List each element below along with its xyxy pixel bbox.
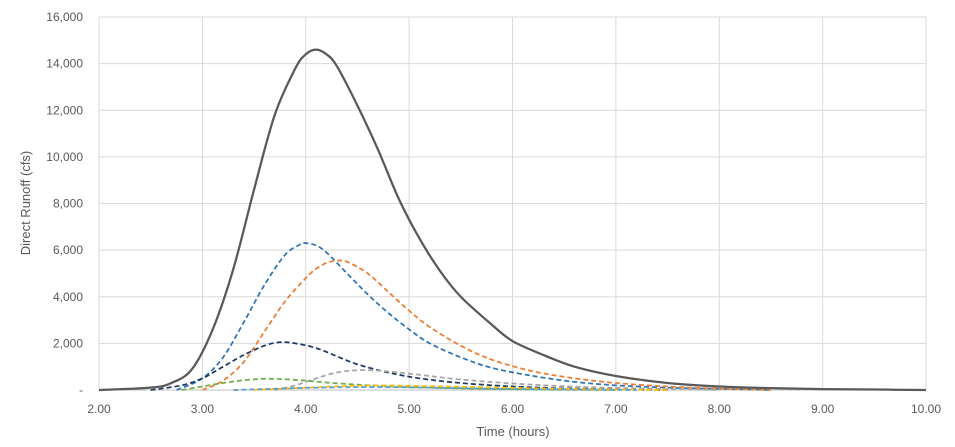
x-tick-label: 3.00	[191, 402, 215, 416]
series-line-6	[181, 377, 616, 391]
series-line-4	[150, 341, 668, 391]
y-axis-ticks: - 2,000 4,000 6,000 8,000 10,000 12,000 14,000 1…	[46, 10, 83, 397]
series-line-8	[233, 386, 637, 391]
series-line-3	[202, 259, 771, 391]
x-tick-label: 2.00	[87, 402, 111, 416]
x-tick-label: 4.00	[294, 402, 318, 416]
series-layer	[98, 48, 927, 392]
series-line-1	[98, 48, 927, 392]
y-tick-label: 10,000	[46, 150, 83, 164]
series-line-2	[176, 242, 771, 391]
x-tick-label: 8.00	[708, 402, 732, 416]
y-tick-label: 2,000	[53, 336, 83, 350]
x-tick-label: 6.00	[501, 402, 525, 416]
x-tick-label: 9.00	[811, 402, 835, 416]
series-line-5	[274, 369, 720, 391]
y-tick-label: 16,000	[46, 10, 83, 24]
y-tick-label: 14,000	[46, 57, 83, 71]
x-axis-ticks: 2.00 3.00 4.00 5.00 6.00 7.00 8.00 9.00 10.00	[87, 402, 941, 416]
y-axis-title: Direct Runoff (cfs)	[18, 151, 33, 256]
y-tick-label: 6,000	[53, 243, 83, 257]
y-tick-label: 4,000	[53, 290, 83, 304]
x-tick-label: 10.00	[911, 402, 941, 416]
series-line-7	[254, 384, 668, 391]
y-tick-label: 8,000	[53, 197, 83, 211]
x-axis-title: Time (hours)	[476, 424, 549, 439]
y-tick-label: 12,000	[46, 103, 83, 117]
x-tick-label: 5.00	[397, 402, 421, 416]
grid	[98, 16, 927, 391]
x-tick-label: 7.00	[604, 402, 628, 416]
y-tick-label: -	[79, 383, 83, 397]
